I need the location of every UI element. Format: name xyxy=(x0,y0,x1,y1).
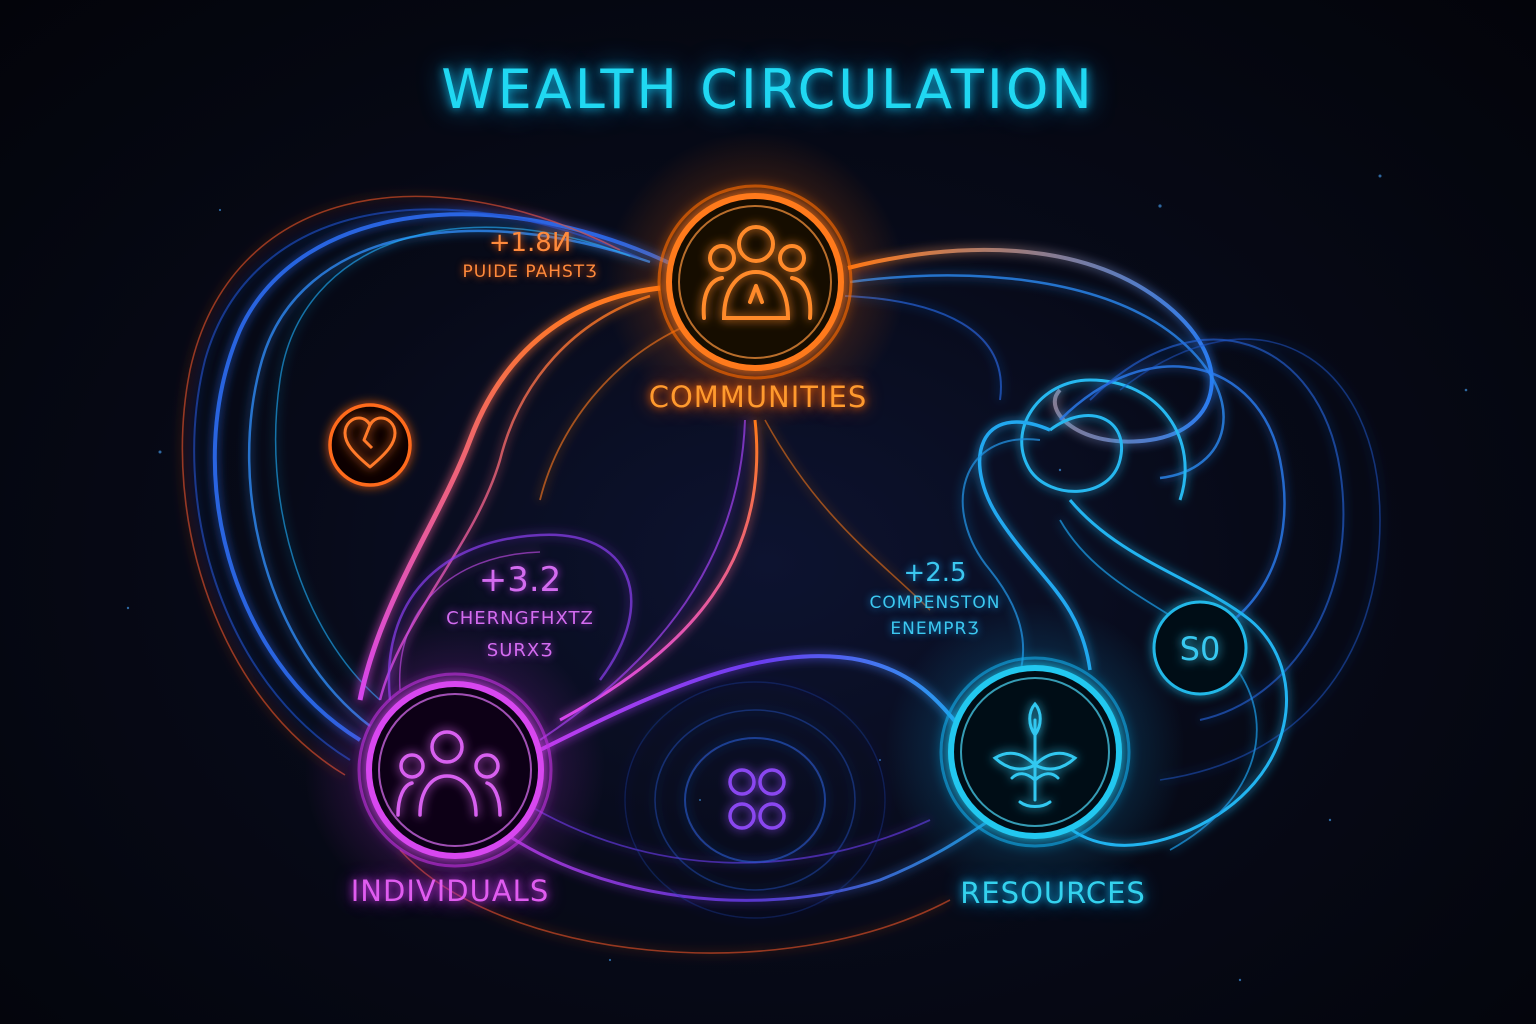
stat-caption-line2: SURXƷ xyxy=(486,640,554,661)
left-blue-flow-lines xyxy=(181,195,681,776)
center-swirl-rings xyxy=(624,681,886,919)
dots-cluster-icon xyxy=(728,768,786,830)
diagram-title: WEALTH CIRCULATION xyxy=(441,58,1095,121)
right-badge-text: S0 xyxy=(1180,630,1221,668)
individuals-people-icon xyxy=(396,730,502,817)
stat-caption-line1: COMPENSTON xyxy=(869,593,1001,613)
individuals-node[interactable] xyxy=(357,672,553,868)
plant-sprout-icon xyxy=(992,701,1078,808)
heart-icon xyxy=(343,416,397,469)
stat-resources: +2.5 COMPENSTON ENEMPRƷ xyxy=(835,558,1035,640)
stat-caption: PUIDE PAHSTƷ xyxy=(462,262,598,282)
communities-label: COMMUNITIES xyxy=(648,380,868,414)
right-badge xyxy=(1152,600,1248,696)
stat-caption-line2: ENEMPRƷ xyxy=(890,619,980,639)
stat-value: +1.8И xyxy=(488,228,572,258)
stat-communities: +1.8И PUIDE PAHSTƷ xyxy=(430,228,630,282)
star-speckles xyxy=(126,174,1468,982)
stat-value: +3.2 xyxy=(478,560,562,600)
stat-individuals: +3.2 CHERNGFHXTZ SURXƷ xyxy=(420,560,620,664)
communities-people-icon xyxy=(701,225,813,320)
communities-node[interactable] xyxy=(657,184,853,380)
stat-caption-line1: CHERNGFHXTZ xyxy=(446,608,594,629)
stat-value: +2.5 xyxy=(903,558,967,588)
resources-label: RESOURCES xyxy=(960,876,1146,910)
individuals-label: INDIVIDUALS xyxy=(350,874,550,908)
